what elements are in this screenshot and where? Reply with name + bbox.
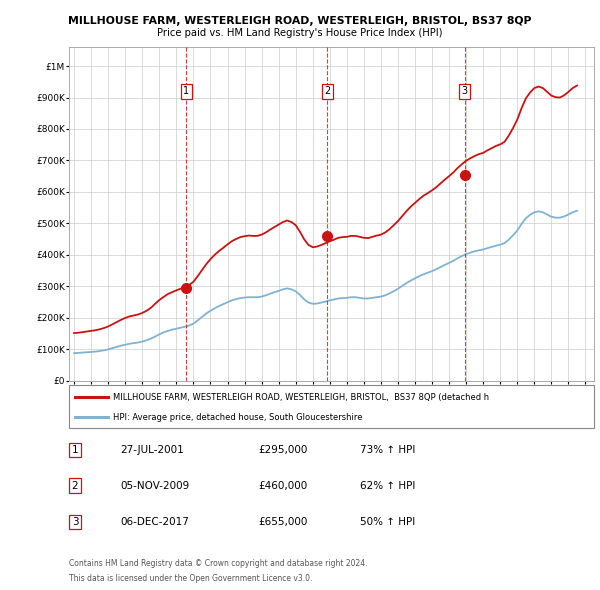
Text: 06-DEC-2017: 06-DEC-2017 [120, 517, 189, 527]
Text: 62% ↑ HPI: 62% ↑ HPI [360, 481, 415, 490]
Text: 1: 1 [71, 445, 79, 455]
Text: MILLHOUSE FARM, WESTERLEIGH ROAD, WESTERLEIGH, BRISTOL,  BS37 8QP (detached h: MILLHOUSE FARM, WESTERLEIGH ROAD, WESTER… [113, 393, 489, 402]
Text: 27-JUL-2001: 27-JUL-2001 [120, 445, 184, 455]
Text: £295,000: £295,000 [258, 445, 307, 455]
Text: Contains HM Land Registry data © Crown copyright and database right 2024.: Contains HM Land Registry data © Crown c… [69, 559, 367, 568]
Text: Price paid vs. HM Land Registry's House Price Index (HPI): Price paid vs. HM Land Registry's House … [157, 28, 443, 38]
Text: £655,000: £655,000 [258, 517, 307, 527]
Text: This data is licensed under the Open Government Licence v3.0.: This data is licensed under the Open Gov… [69, 574, 313, 583]
Text: 73% ↑ HPI: 73% ↑ HPI [360, 445, 415, 455]
Text: MILLHOUSE FARM, WESTERLEIGH ROAD, WESTERLEIGH, BRISTOL, BS37 8QP: MILLHOUSE FARM, WESTERLEIGH ROAD, WESTER… [68, 16, 532, 26]
Text: £460,000: £460,000 [258, 481, 307, 490]
Text: 50% ↑ HPI: 50% ↑ HPI [360, 517, 415, 527]
Text: 2: 2 [71, 481, 79, 490]
Text: HPI: Average price, detached house, South Gloucestershire: HPI: Average price, detached house, Sout… [113, 412, 362, 422]
Text: 2: 2 [324, 86, 330, 96]
Text: 3: 3 [71, 517, 79, 527]
Text: 05-NOV-2009: 05-NOV-2009 [120, 481, 189, 490]
Text: 1: 1 [183, 86, 189, 96]
Text: 3: 3 [462, 86, 468, 96]
